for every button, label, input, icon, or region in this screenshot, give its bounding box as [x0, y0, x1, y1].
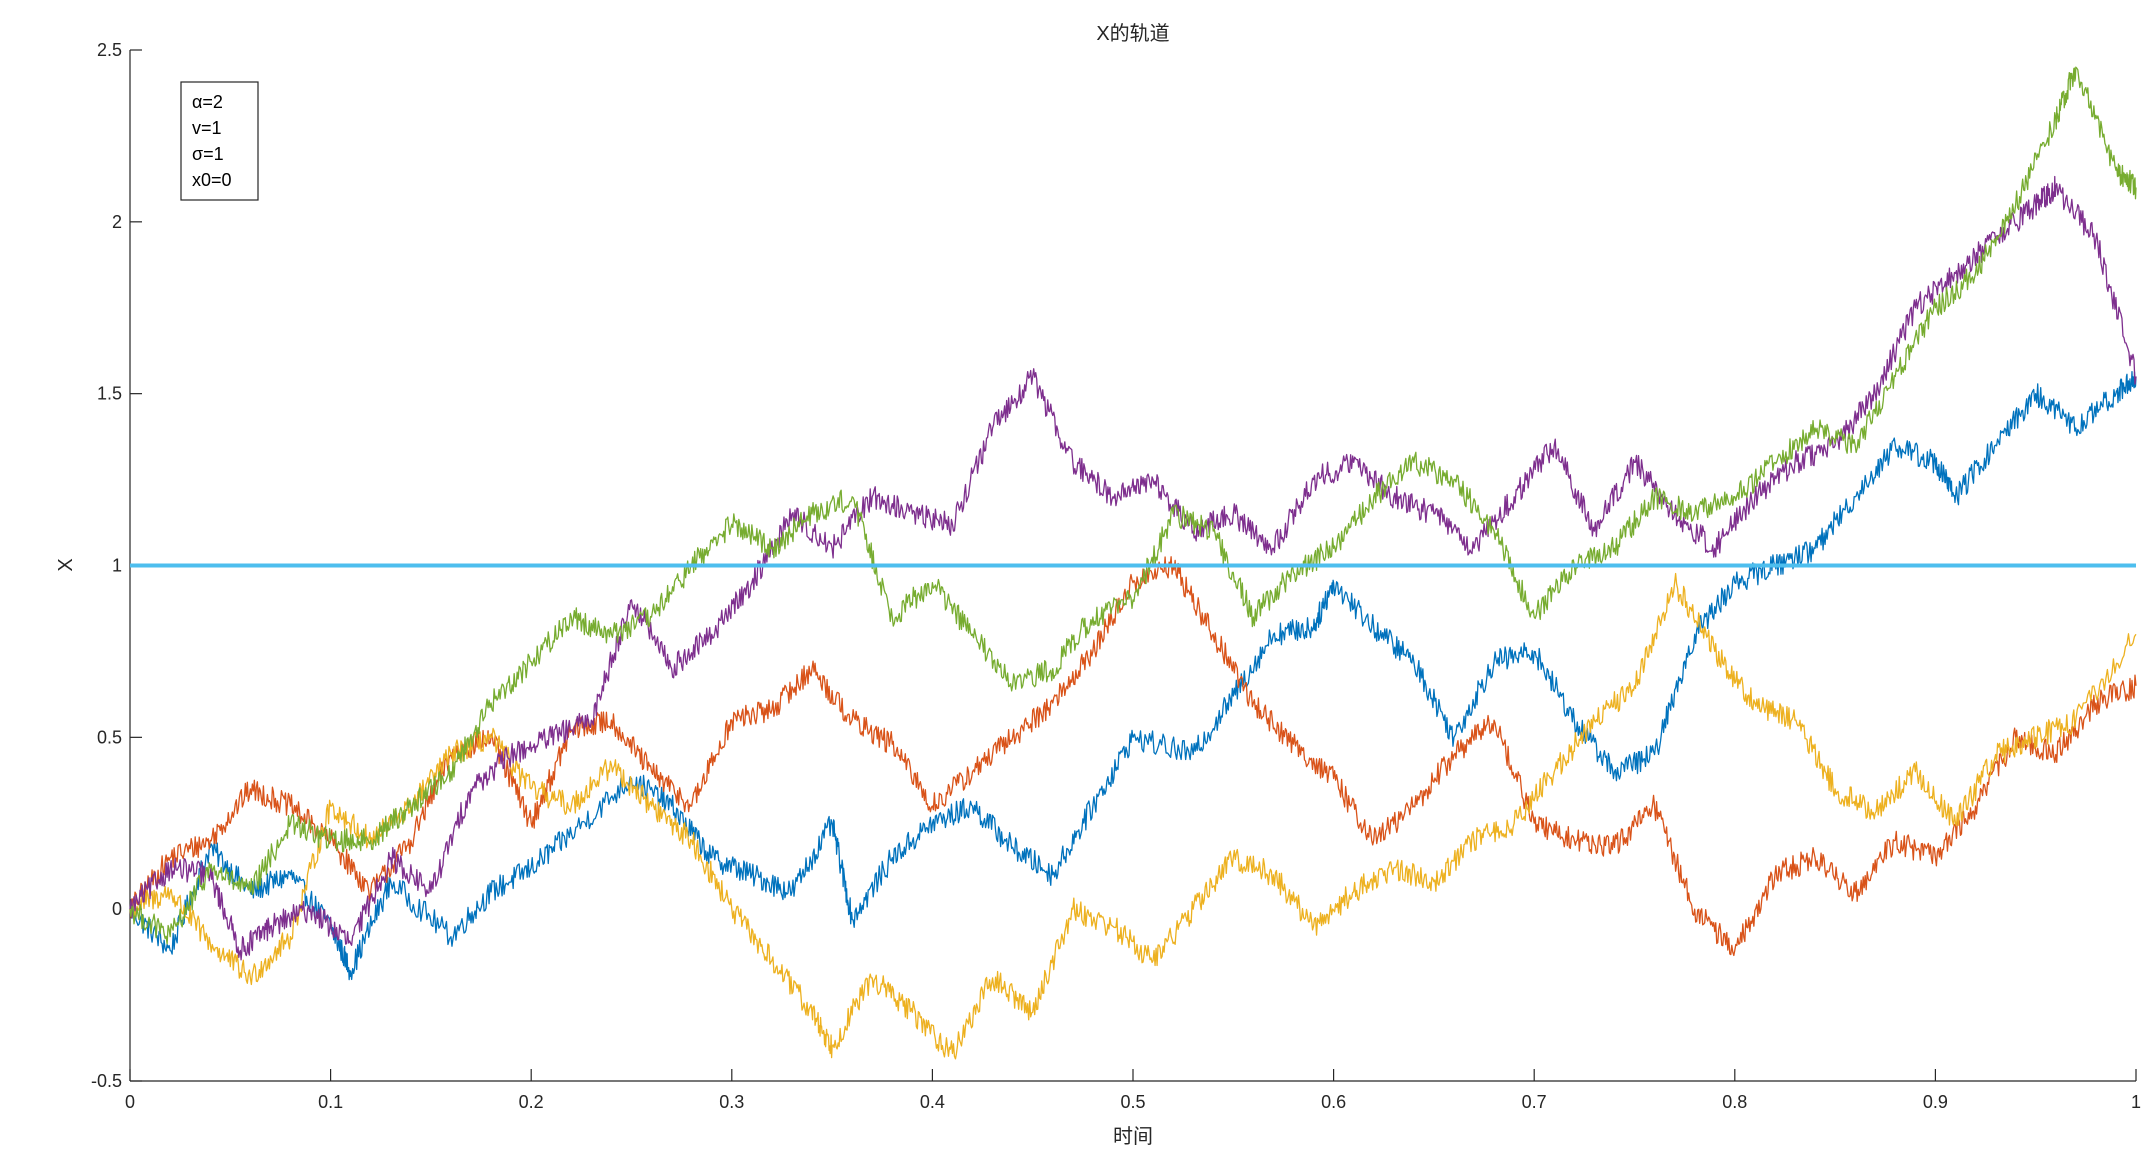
- legend-box: [180, 81, 259, 201]
- x-tick-label: 0.8: [1722, 1092, 1747, 1112]
- y-tick-label: 1.5: [97, 384, 122, 404]
- y-tick-label: 2: [112, 212, 122, 232]
- y-ticks: -0.5 0 0.5 1 1.5 2 2.5: [91, 40, 142, 1091]
- x-tick-label: 0.4: [920, 1092, 945, 1112]
- x-tick-label: 0.2: [519, 1092, 544, 1112]
- legend-line-v: v=1: [192, 118, 222, 138]
- x-ticks: 0 0.1 0.2 0.3 0.4 0.5 0.6 0.7 0.8 0.9 1: [125, 1069, 2141, 1112]
- x-axis-title: 时间: [1113, 1125, 1153, 1148]
- y-tick-label: 0.5: [97, 727, 122, 747]
- y-tick-label: 2.5: [97, 40, 122, 60]
- y-tick-label: -0.5: [91, 1071, 122, 1091]
- x-tick-label: 0.7: [1522, 1092, 1547, 1112]
- y-axis-title: X: [55, 558, 77, 571]
- x-tick-label: 0: [125, 1092, 135, 1112]
- series-line-4: [129, 175, 2137, 961]
- parameter-legend: α=2 v=1 σ=1 x0=0: [180, 81, 259, 201]
- x-tick-label: 0.6: [1321, 1092, 1346, 1112]
- x-tick-label: 0.5: [1120, 1092, 1145, 1112]
- series-line-1: [129, 370, 2137, 981]
- legend-line-sigma: σ=1: [192, 144, 224, 164]
- x-tick-label: 0.9: [1923, 1092, 1948, 1112]
- chart-title: X的轨道: [1096, 22, 1169, 45]
- x-tick-label: 0.3: [719, 1092, 744, 1112]
- y-tick-label: 0: [112, 899, 122, 919]
- legend-line-x0: x0=0: [192, 170, 232, 190]
- x-tick-label: 0.1: [318, 1092, 343, 1112]
- x-tick-label: 1: [2131, 1092, 2141, 1112]
- y-tick-label: 1: [112, 556, 122, 576]
- legend-line-alpha: α=2: [192, 92, 223, 112]
